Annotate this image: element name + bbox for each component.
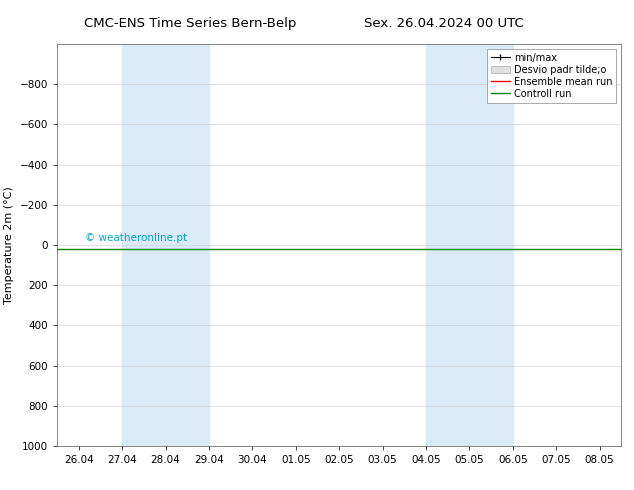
Text: CMC-ENS Time Series Bern-Belp: CMC-ENS Time Series Bern-Belp (84, 17, 296, 30)
Text: © weatheronline.pt: © weatheronline.pt (85, 233, 188, 243)
Legend: min/max, Desvio padr tilde;o, Ensemble mean run, Controll run: min/max, Desvio padr tilde;o, Ensemble m… (487, 49, 616, 102)
Text: Sex. 26.04.2024 00 UTC: Sex. 26.04.2024 00 UTC (364, 17, 524, 30)
Y-axis label: Temperature 2m (°C): Temperature 2m (°C) (4, 186, 14, 304)
Bar (122, 44, 209, 446)
Bar (426, 44, 513, 446)
